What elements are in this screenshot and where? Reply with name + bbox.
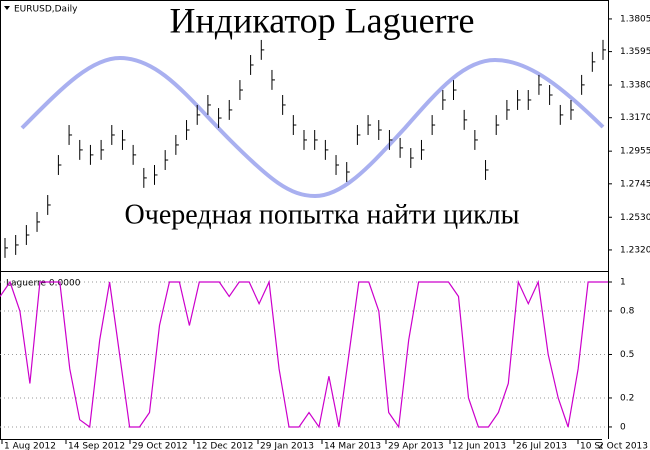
x-tick-label: 14 Mar 2013 [324, 442, 381, 450]
y-tick-label: 1.3170 [620, 113, 650, 123]
y-tick-label: 1.3595 [620, 47, 650, 57]
y-tick-label: 1.2955 [620, 147, 650, 157]
x-tick-label: 12 Jun 2013 [452, 442, 506, 450]
y-tick-label: 0.8 [620, 306, 635, 316]
y-tick-label: 1.3380 [620, 81, 650, 91]
x-tick-label: 2 Oct 2013 [598, 442, 648, 450]
y-tick-label: 1.3805 [620, 14, 650, 24]
symbol-label: EURUSD,Daily [14, 5, 78, 15]
x-tick-label: 29 Apr 2013 [388, 442, 444, 450]
y-tick-label: 0 [620, 422, 626, 432]
indicator-line [0, 279, 608, 429]
cycle-curve [20, 55, 605, 199]
frame [0, 0, 609, 440]
label-bg [602, 439, 650, 450]
x-tick-label: 29 Jan 2013 [260, 442, 314, 450]
indicator-label: Laguerre 0.0000 [6, 279, 81, 289]
x-tick-label: 14 Sep 2012 [68, 442, 125, 450]
x-tick-label: 1 Aug 2012 [4, 442, 56, 450]
y-tick-label: 1.2530 [620, 213, 650, 223]
y-tick-label: 1.2320 [620, 245, 650, 255]
chart-subtitle: Очередная попытка найти циклы [125, 199, 520, 230]
chart-title: Индикатор Laguerre [170, 0, 475, 40]
x-tick-label: 26 Jul 2013 [516, 442, 567, 450]
y-tick-label: 1 [620, 278, 626, 288]
y-tick-label: 0.2 [620, 393, 634, 403]
y-tick-label: 0.5 [620, 350, 634, 360]
menu-arrow [4, 6, 10, 10]
x-tick-label: 29 Oct 2012 [132, 442, 188, 450]
y-tick-label: 1.2745 [620, 179, 650, 189]
x-tick-label: 12 Dec 2012 [196, 442, 254, 450]
